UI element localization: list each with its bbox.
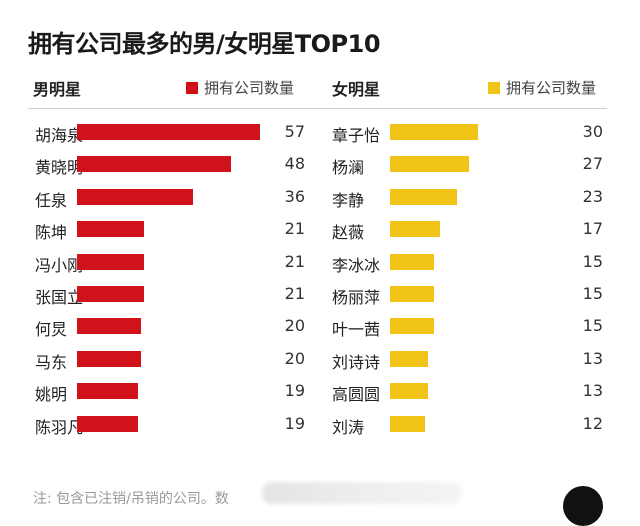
female-value-label: 15 (582, 284, 603, 303)
male-legend-swatch (186, 81, 198, 94)
female-name-label: 李静 (332, 190, 365, 210)
female-name-label: 高圆圆 (332, 385, 381, 405)
female-name-label: 杨澜 (332, 158, 365, 178)
male-name-label: 陈羽凡 (35, 417, 84, 437)
female-value-label: 15 (582, 316, 603, 336)
female-legend: 拥有公司数量 (488, 77, 596, 98)
female-value-label: 12 (582, 413, 603, 433)
female-name-label: 章子怡 (332, 126, 381, 145)
male-value-label: 19 (284, 413, 305, 433)
female-value-label: 15 (582, 251, 603, 271)
footnote: 注: 包含已注销/吊销的公司。数 (33, 491, 229, 507)
male-name-label: 冯小刚 (35, 255, 84, 275)
female-bar (390, 221, 440, 238)
male-value-label: 36 (284, 186, 305, 206)
male-value-label: 21 (284, 219, 305, 239)
female-legend-swatch (488, 81, 500, 94)
female-name-label: 刘涛 (332, 417, 365, 437)
female-bar (390, 415, 426, 432)
female-value-label: 13 (582, 348, 603, 368)
male-legend: 拥有公司数量 (186, 77, 294, 98)
female-value-label: 30 (582, 122, 603, 141)
male-bar (77, 253, 145, 270)
male-name-label: 黄晓明 (35, 158, 84, 178)
male-name-label: 张国立 (35, 288, 84, 307)
male-name-label: 马东 (35, 352, 68, 372)
male-name-label: 胡海泉 (35, 126, 84, 145)
male-bar (77, 188, 193, 205)
male-bar (77, 350, 142, 367)
female-bar (390, 253, 434, 270)
male-value-label: 48 (284, 154, 305, 174)
header-divider (28, 108, 607, 109)
male-bar (77, 286, 145, 302)
chart-title: 拥有公司最多的男/女明星TOP10 (28, 30, 381, 58)
female-name-label: 刘诗诗 (332, 352, 381, 372)
male-bar (77, 156, 232, 173)
male-name-label: 何炅 (35, 320, 68, 340)
female-legend-label: 拥有公司数量 (506, 79, 597, 97)
male-bar (77, 221, 145, 238)
female-value-label: 13 (582, 381, 603, 401)
female-value-label: 17 (582, 219, 603, 239)
male-bar (77, 124, 260, 140)
female-bar (390, 156, 470, 173)
blurred-source (262, 482, 462, 504)
female-name-label: 李冰冰 (332, 255, 381, 275)
female-name-label: 杨丽萍 (332, 288, 381, 307)
female-name-label: 赵薇 (332, 223, 365, 243)
male-value-label: 19 (284, 381, 305, 401)
male-value-label: 20 (284, 348, 305, 368)
male-group-label: 男明星 (33, 80, 82, 99)
male-value-label: 20 (284, 316, 305, 336)
female-value-label: 27 (582, 154, 603, 174)
female-bar (390, 318, 434, 335)
male-name-label: 姚明 (35, 385, 68, 405)
male-bar (77, 415, 138, 432)
female-group-label: 女明星 (332, 80, 381, 99)
male-bar (77, 318, 142, 335)
female-bar (390, 124, 478, 140)
female-bar (390, 383, 429, 400)
male-bar (77, 383, 138, 400)
publisher-logo (563, 486, 603, 526)
male-value-label: 57 (284, 122, 305, 141)
male-legend-label: 拥有公司数量 (204, 79, 295, 97)
male-value-label: 21 (284, 284, 305, 303)
female-value-label: 23 (582, 186, 603, 206)
male-name-label: 陈坤 (35, 223, 68, 243)
female-bar (390, 350, 429, 367)
male-name-label: 任泉 (35, 190, 68, 210)
male-value-label: 21 (284, 251, 305, 271)
female-bar (390, 286, 434, 302)
female-name-label: 叶一茜 (332, 320, 381, 340)
female-bar (390, 188, 458, 205)
